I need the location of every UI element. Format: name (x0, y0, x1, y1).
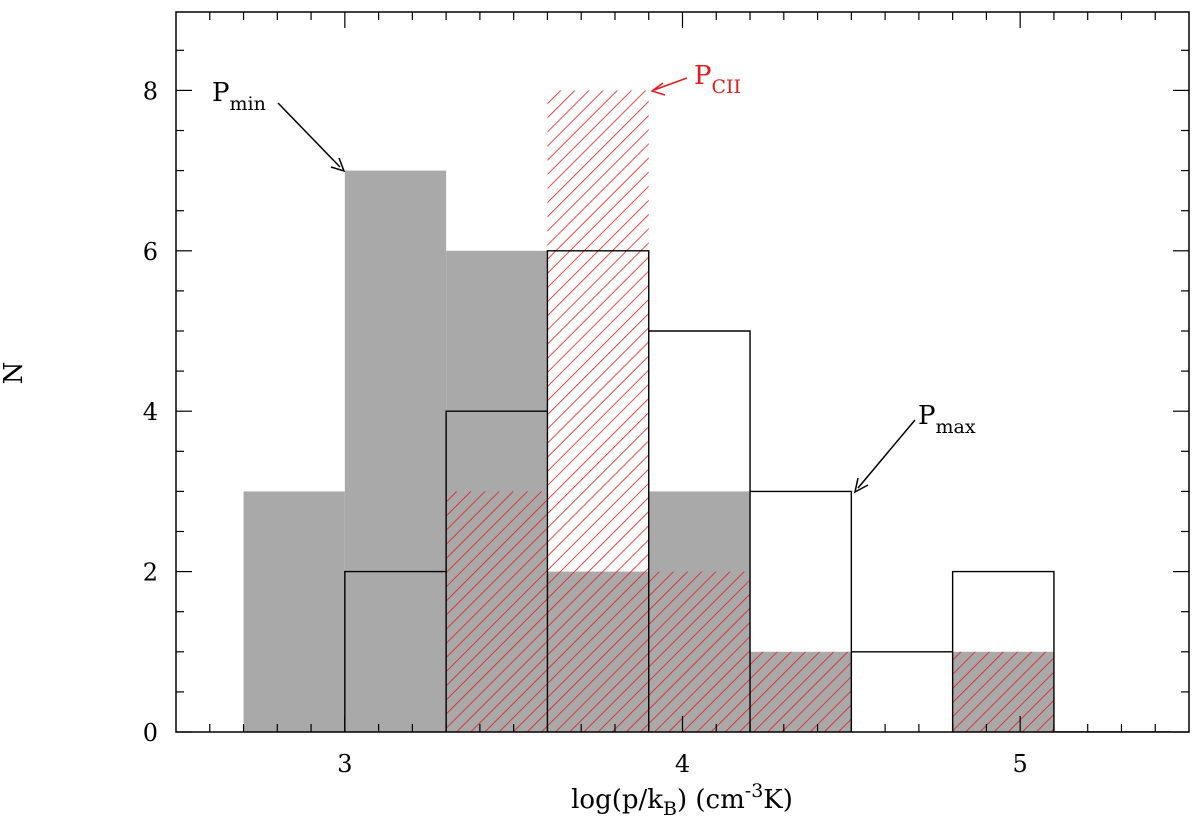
pcii-bar (750, 651, 852, 732)
svg-text:Pmax: Pmax (918, 401, 976, 438)
axis-ticks (176, 12, 1189, 733)
pmax-arrowhead (853, 477, 869, 494)
pcii-arrowhead (650, 82, 666, 96)
tick-labels: 3 4 5 0 2 4 6 8 (143, 77, 1028, 778)
x-tick-label: 5 (1013, 750, 1028, 778)
pcii-arrow (653, 77, 688, 91)
pmin-bar (243, 491, 345, 732)
y-tick-label: 6 (143, 238, 158, 266)
x-tick-label: 3 (337, 750, 352, 778)
svg-text:Pmin: Pmin (212, 78, 266, 115)
x-axis-title: log(p/kB) (cm-3K) (571, 780, 793, 820)
y-tick-label: 8 (143, 77, 158, 105)
y-tick-label: 4 (143, 398, 158, 426)
pmin-bar (344, 170, 447, 732)
pcii-bar (648, 571, 751, 732)
pmax-bar (851, 652, 952, 732)
pmax-arrow (857, 419, 916, 489)
pcii-bar (547, 90, 649, 732)
pcii-bars (446, 90, 1054, 732)
pmax-annotation: Pmax (853, 401, 976, 494)
pmin-arrow (277, 102, 341, 168)
svg-text:PCII: PCII (694, 61, 741, 98)
pcii-annotation: PCII (650, 61, 741, 98)
pcii-bar (446, 491, 548, 732)
y-tick-label: 2 (143, 559, 158, 587)
pmax-outline (344, 250, 1055, 732)
pmin-annotation: Pmin (212, 78, 346, 173)
pcii-bar (952, 651, 1054, 732)
pmin-arrowhead (330, 157, 346, 173)
x-tick-label: 4 (675, 750, 690, 778)
y-tick-label: 0 (143, 719, 158, 747)
y-axis-title: N (0, 362, 29, 385)
pmax-bars (344, 250, 1173, 732)
